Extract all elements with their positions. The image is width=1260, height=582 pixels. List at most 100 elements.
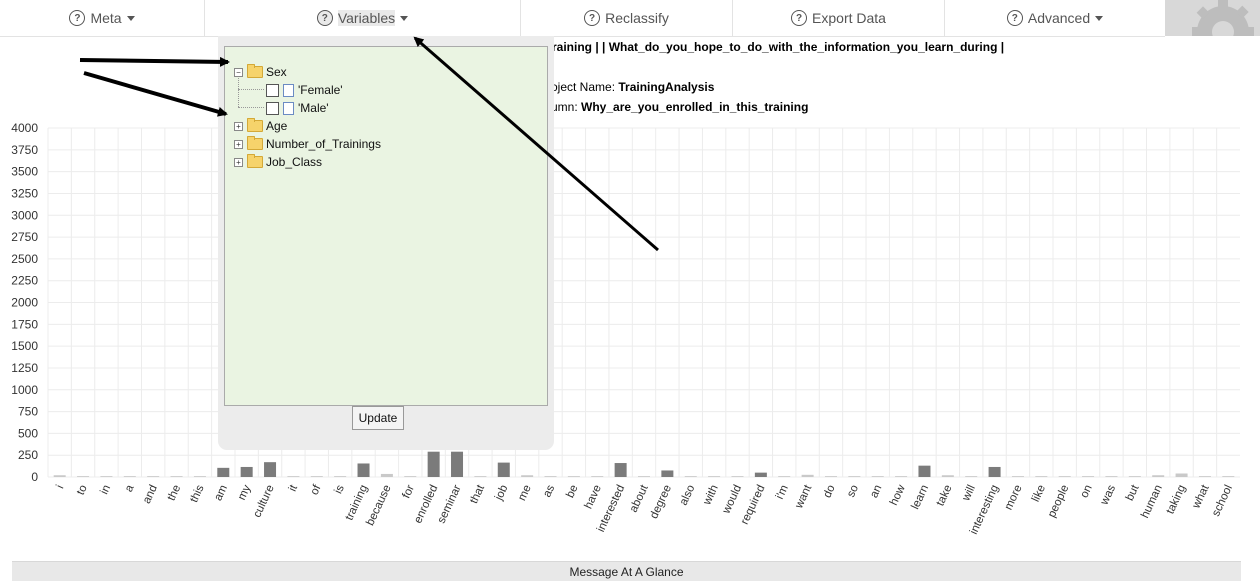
nav-meta[interactable]: ? Meta [0, 0, 205, 36]
bar-to[interactable] [77, 476, 90, 477]
bar-was[interactable] [1105, 476, 1118, 477]
bar-more[interactable] [1011, 476, 1024, 477]
bar-will[interactable] [965, 476, 978, 477]
column-prefix: umn: [551, 100, 582, 114]
female-checkbox[interactable] [266, 83, 279, 97]
bar-take[interactable] [941, 475, 954, 477]
bar-seminar[interactable] [451, 451, 464, 477]
bar-a[interactable] [123, 476, 136, 477]
project-name-line: oject Name: TrainingAnalysis [551, 80, 714, 94]
x-tick-label: it [287, 482, 301, 493]
y-tick-label: 2000 [11, 296, 38, 310]
nav-reclassify-label: Reclassify [605, 10, 669, 26]
bar-in[interactable] [100, 476, 113, 477]
update-button[interactable]: Update [352, 406, 404, 430]
tree-node-number-of-trainings[interactable]: + Number_of_Trainings [234, 136, 381, 152]
bar-is[interactable] [334, 476, 347, 477]
bar-my[interactable] [240, 466, 253, 477]
x-tick-label: learn [910, 483, 932, 511]
x-tick-label: more [1003, 483, 1025, 512]
folder-icon [247, 154, 263, 168]
bar-training[interactable] [357, 463, 370, 477]
bar-job[interactable] [497, 462, 510, 477]
male-checkbox[interactable] [266, 101, 279, 115]
bar-this[interactable] [193, 476, 206, 477]
message-at-a-glance-bar[interactable]: Message At A Glance [12, 561, 1241, 581]
bar-would[interactable] [731, 476, 744, 477]
nav-reclassify[interactable]: ? Reclassify [521, 0, 733, 36]
bar-degree[interactable] [661, 470, 674, 477]
expand-icon[interactable]: + [234, 157, 243, 167]
bar-i[interactable] [53, 475, 66, 477]
nav-variables[interactable]: ? Variables [205, 0, 521, 36]
x-tick-label: in [98, 483, 113, 496]
folder-icon [247, 136, 263, 150]
bar-so[interactable] [848, 476, 861, 477]
tree-node-male[interactable]: 'Male' [266, 100, 329, 116]
bar-what[interactable] [1198, 476, 1211, 477]
bar-for[interactable] [404, 476, 417, 477]
y-tick-label: 4000 [11, 121, 38, 135]
tree-node-sex[interactable]: − Sex [234, 64, 287, 80]
help-icon: ? [69, 10, 86, 26]
expand-icon[interactable]: + [234, 121, 243, 131]
bar-taking[interactable] [1175, 473, 1188, 477]
settings-gear-button[interactable] [1165, 0, 1260, 36]
bar-interested[interactable] [614, 463, 627, 477]
bar-about[interactable] [638, 476, 650, 477]
y-tick-label: 2500 [11, 252, 38, 266]
bar-culture[interactable] [264, 462, 277, 477]
x-tick-label: was [1098, 483, 1118, 508]
bar-that[interactable] [474, 476, 487, 477]
bar-also[interactable] [684, 476, 697, 477]
bar-do[interactable] [824, 476, 837, 477]
bar-like[interactable] [1035, 476, 1048, 477]
y-tick-label: 2750 [11, 230, 38, 244]
x-tick-label: so [845, 483, 861, 499]
bar-learn[interactable] [918, 465, 931, 477]
x-tick-label: degree [648, 483, 674, 521]
bar-an[interactable] [871, 476, 884, 477]
bar-how[interactable] [895, 476, 908, 477]
x-tick-label: human [1139, 483, 1165, 520]
nav-advanced[interactable]: ? Advanced [945, 0, 1165, 36]
bar-and[interactable] [147, 476, 160, 477]
expand-icon[interactable]: + [234, 139, 243, 149]
bar-have[interactable] [591, 476, 604, 477]
bar-i'm[interactable] [778, 476, 791, 477]
bar-am[interactable] [217, 467, 230, 477]
bar-the[interactable] [170, 476, 183, 477]
bar-on[interactable] [1082, 476, 1095, 477]
x-tick-label: do [821, 483, 837, 500]
x-tick-label: be [564, 483, 580, 500]
bar-enrolled[interactable] [427, 451, 440, 477]
bar-of[interactable] [310, 476, 323, 477]
y-tick-label: 1500 [11, 339, 38, 353]
bar-want[interactable] [801, 474, 814, 477]
bar-because[interactable] [380, 473, 393, 477]
tree-node-female[interactable]: 'Female' [266, 82, 343, 98]
bar-human[interactable] [1152, 475, 1165, 477]
question-list: raining | | What_do_you_hope_to_do_with_… [552, 40, 1005, 54]
bar-be[interactable] [567, 476, 580, 477]
nav-export-data[interactable]: ? Export Data [733, 0, 945, 36]
bar-but[interactable] [1128, 476, 1141, 477]
bar-it[interactable] [287, 476, 300, 477]
bar-as[interactable] [544, 476, 557, 477]
x-tick-label: take [934, 483, 954, 508]
tree-node-job-class[interactable]: + Job_Class [234, 154, 322, 170]
tree-node-age[interactable]: + Age [234, 118, 287, 134]
bar-me[interactable] [521, 475, 534, 477]
x-tick-label: i'm [774, 483, 791, 501]
caret-down-icon [1095, 15, 1104, 21]
x-tick-label: this [188, 483, 207, 505]
bar-required[interactable] [754, 472, 767, 477]
file-icon [283, 83, 294, 97]
x-tick-label: with [701, 483, 721, 508]
bar-with[interactable] [708, 476, 721, 477]
bar-interesting[interactable] [988, 466, 1001, 477]
bar-school[interactable] [1222, 476, 1235, 477]
collapse-icon[interactable]: − [234, 67, 243, 77]
top-nav: ? Meta ? Variables ? Reclassify ? Export… [0, 0, 1165, 37]
bar-people[interactable] [1058, 476, 1071, 477]
